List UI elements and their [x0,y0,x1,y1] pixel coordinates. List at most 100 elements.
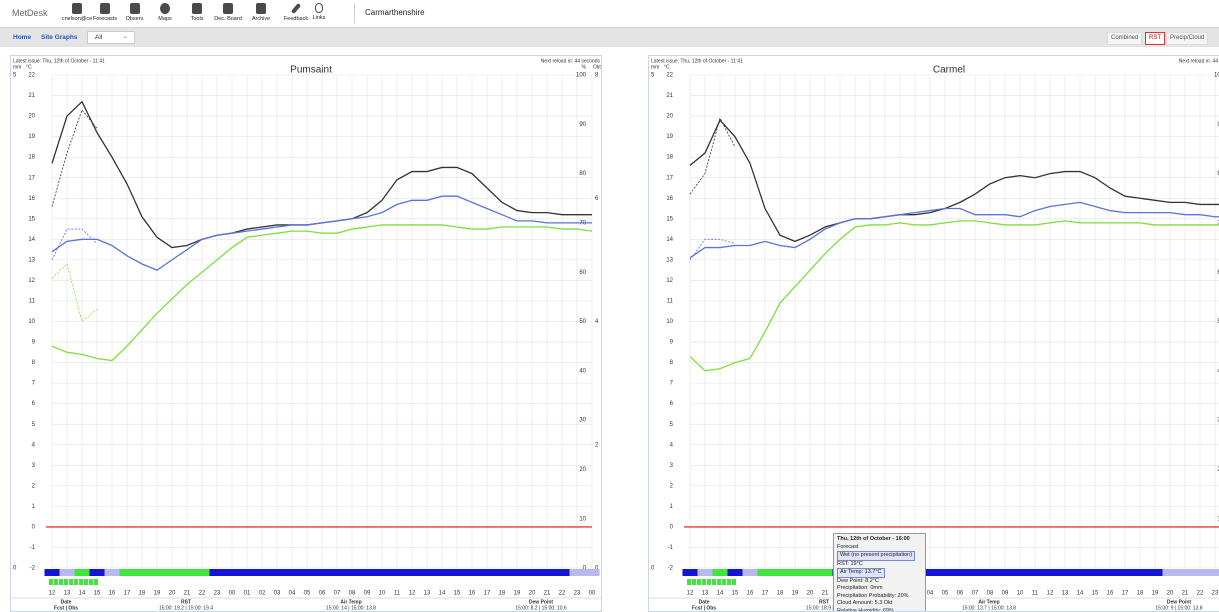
tooltip-line: Precipitation Probability: 20% [837,592,909,599]
y2-tick-label: 80 [579,171,586,177]
precip-band [772,569,788,576]
icon [290,3,302,14]
precip-band [374,569,390,576]
precip-band [359,569,375,576]
y-tick-label: 9 [670,340,674,346]
precip-band [134,569,150,576]
toolbar-item[interactable]: Maps [148,2,182,22]
precip-band [59,569,75,576]
y-tick-label: 0 [670,524,674,530]
observed-line [51,228,98,261]
x-tick-label: 15 [454,591,461,597]
x-tick-label: 23 [574,591,581,597]
footer-label: Date [61,599,72,605]
x-tick-label: 13 [1062,591,1069,597]
x-tick-label: 13 [64,591,71,597]
toolbar-item[interactable]: Forecasts [88,2,122,22]
nav-link[interactable]: Home [13,34,32,41]
view-button[interactable]: RST [1145,32,1165,45]
icon [100,3,110,14]
y2-tick-label: 60 [1217,270,1219,276]
x-tick-label: 15 [1092,591,1099,597]
select[interactable]: All ⌄ [87,31,135,44]
toolbar-item[interactable]: Observ. [118,2,152,22]
obs-band [59,579,63,585]
location-input[interactable]: Carmarthenshire [354,3,1218,23]
select-value: All [95,34,103,41]
y-tick-label: 6 [32,401,36,407]
logo[interactable]: MetDesk [12,8,48,18]
tooltip-row: Forecast [837,544,922,552]
precip-band [802,569,818,576]
y2-tick-label: 70 [1217,220,1219,226]
precip-band [997,569,1013,576]
obs-band [74,579,78,585]
precip-band [982,569,998,576]
x-tick-label: 12 [409,591,416,597]
icon [160,3,170,14]
issue-text: Latest issue: Thu, 12th of October - 11:… [13,58,105,64]
x-tick-label: 19 [792,591,799,597]
y-tick-label: 5 [670,422,674,428]
y-tick-label: 22 [28,73,35,79]
view-button[interactable]: Combined [1107,32,1143,45]
precip-band [524,569,540,576]
precip-band [682,569,698,576]
y-tick-label: -1 [668,545,674,551]
y3-tick-label: 4 [595,319,599,325]
obs-band [712,579,716,585]
toolbar-item[interactable]: Tools [180,2,214,22]
y-tick-label: 18 [666,155,673,161]
precip-band [254,569,270,576]
forecast-line [51,224,593,362]
item-label: Links [312,15,326,21]
tooltip-row: Dew Point: 8.2°C [837,578,922,586]
x-tick-label: 18 [1137,591,1144,597]
obs-band [707,579,711,585]
y-tick-label: 4 [670,442,674,448]
y-tick-label: 3 [670,463,674,469]
view-button[interactable]: Precip/Cloud [1166,32,1209,45]
toolbar-item[interactable]: Dec. Board [211,2,245,22]
site-panel: Latest issue: Thu, 12th of October - 11:… [648,55,1219,612]
unit-label: °C [26,64,32,70]
unit-label: Okt [593,64,601,70]
x-tick-label: 16 [109,591,116,597]
y2-tick-label: 80 [1217,171,1219,177]
precip-band [164,569,180,576]
precip-band [194,569,210,576]
toolbar-item[interactable]: Feedback [279,2,313,22]
y3-tick-label: 0 [595,566,599,572]
y-tick-label: 17 [28,175,35,181]
precip-band [89,569,105,576]
y-tick-label: 5 [32,422,36,428]
reload-text: Next reload in: 44 seconds [1179,58,1219,64]
forecast-line [689,119,1219,243]
precip-band [697,569,713,576]
toolbar: MetDesk cnelson@ce Forecasts Observ. Map… [0,0,1219,28]
icon [315,3,323,13]
precip-band [922,569,938,576]
x-tick-label: 21 [1182,591,1189,597]
y-tick-label: 1 [32,504,36,510]
y-tick-label: 15 [28,216,35,222]
item-label: Observ. [125,16,145,22]
x-tick-label: 20 [807,591,814,597]
precip-band [119,569,135,576]
y-tick-label: 16 [666,196,673,202]
toolbar-item[interactable]: Links [302,2,336,21]
nav-link[interactable]: Site Graphs [41,34,78,41]
site-panel: Latest issue: Thu, 12th of October - 11:… [10,55,602,612]
item-label: Feedback [283,16,309,22]
precip-band [787,569,803,576]
toolbar-item[interactable]: cnelson@ce [60,2,94,22]
footer-value: 15:00: 9 | 15:00: 13.8 [1155,605,1202,611]
obs-band [69,579,73,585]
toolbar-item[interactable]: Archive [244,2,278,22]
y2-tick-label: 30 [579,418,586,424]
forecast-line [689,220,1219,372]
obs-band [697,579,701,585]
y-tick-label: 8 [670,360,674,366]
precip-band [404,569,420,576]
